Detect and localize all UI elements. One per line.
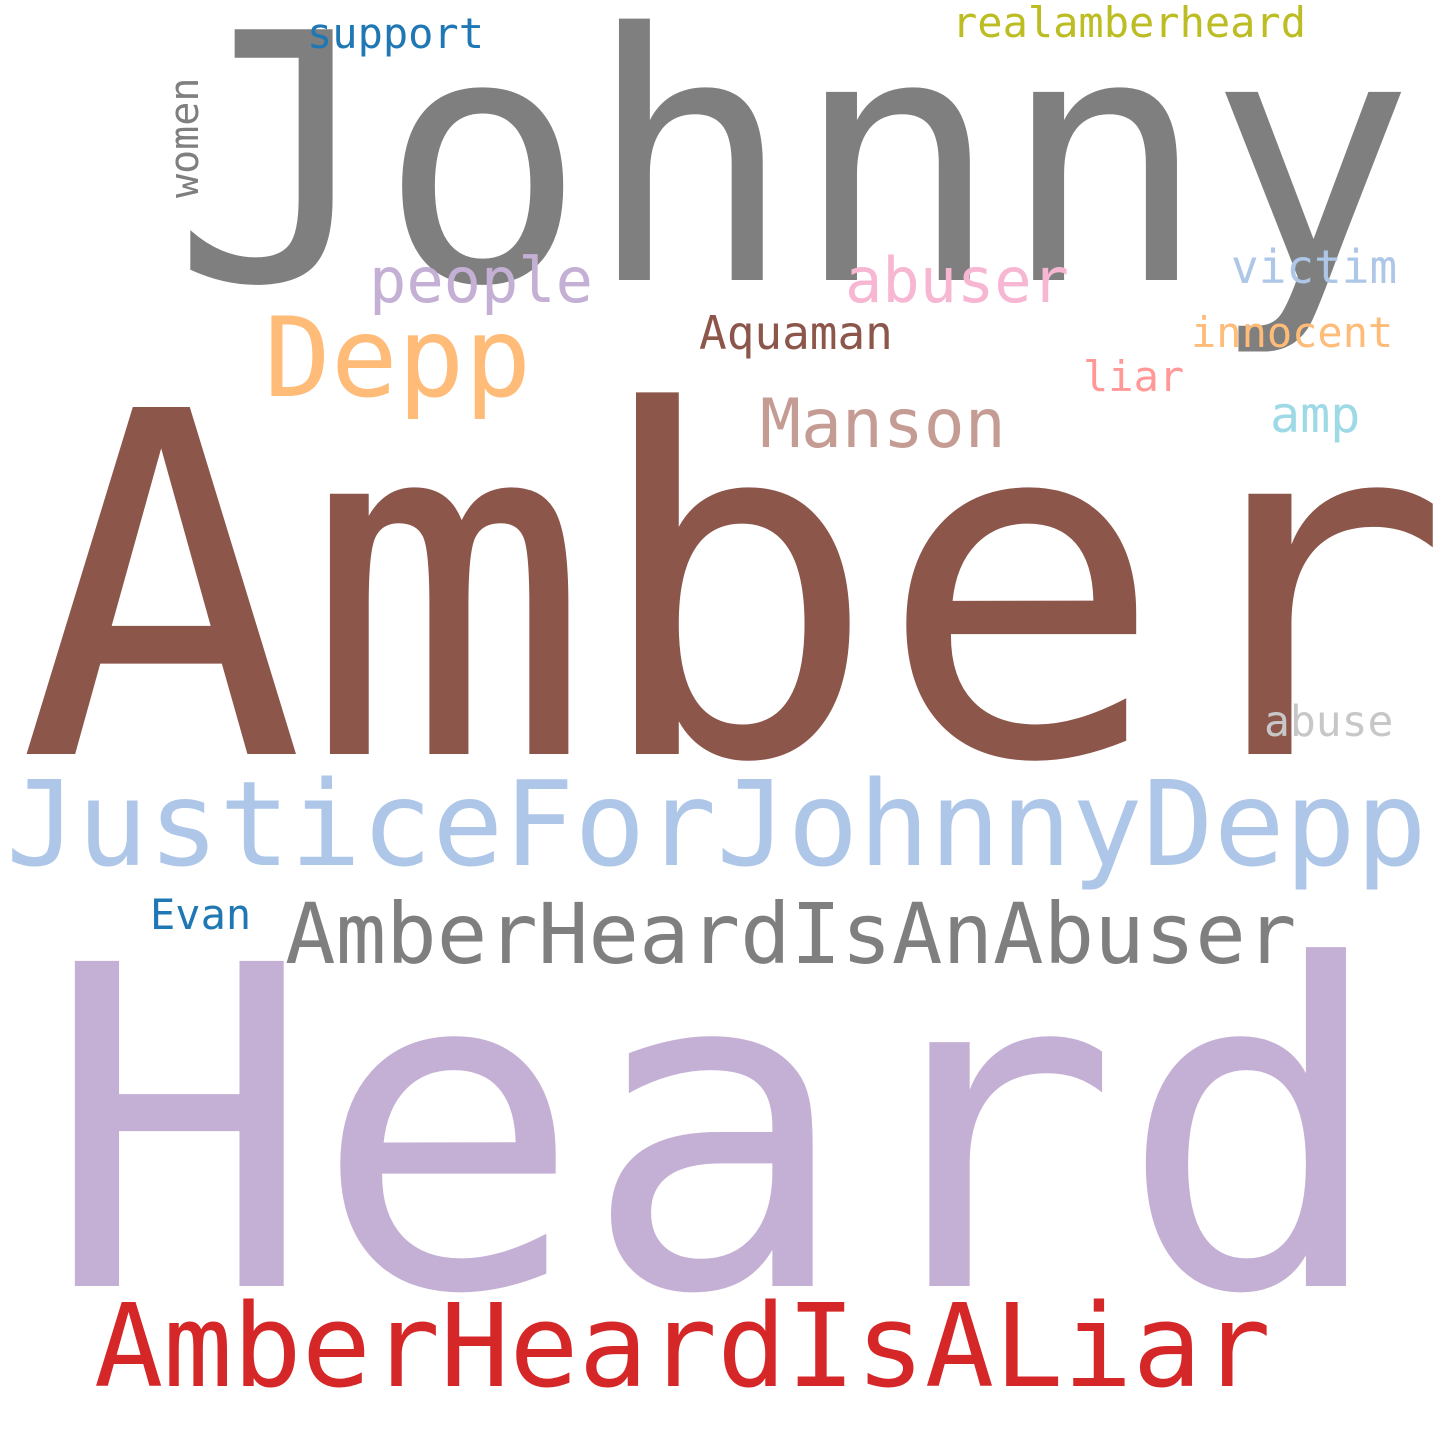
word-abuse[interactable]: abuse [1264,697,1394,747]
word-amber[interactable]: Amber [18,313,1440,867]
word-amber-heard-is-a-liar[interactable]: AmberHeardIsALiar [94,1280,1272,1414]
word-manson[interactable]: Manson [760,385,1006,464]
word-amp[interactable]: amp [1270,386,1361,444]
word-heard[interactable]: Heard [45,873,1388,1392]
word-people[interactable]: people [369,244,593,317]
word-support[interactable]: support [307,9,485,58]
word-realamberheard[interactable]: realamberheard [952,0,1307,47]
word-depp[interactable]: Depp [264,294,532,423]
word-aquaman[interactable]: Aquaman [699,306,893,360]
word-johnny[interactable]: Johnny [172,0,1415,362]
word-innocent[interactable]: innocent [1191,308,1394,357]
word-amber-heard-is-an-abuser[interactable]: AmberHeardIsAnAbuser [285,885,1297,983]
word-justicefor-johnny-depp[interactable]: JusticeForJohnnyDepp [6,755,1427,893]
word-victim[interactable]: victim [1231,240,1398,294]
word-abuser[interactable]: abuser [845,244,1069,317]
word-women[interactable]: women [162,77,208,198]
word-liar[interactable]: liar [1083,352,1185,401]
word-evan[interactable]: Evan [150,890,252,939]
